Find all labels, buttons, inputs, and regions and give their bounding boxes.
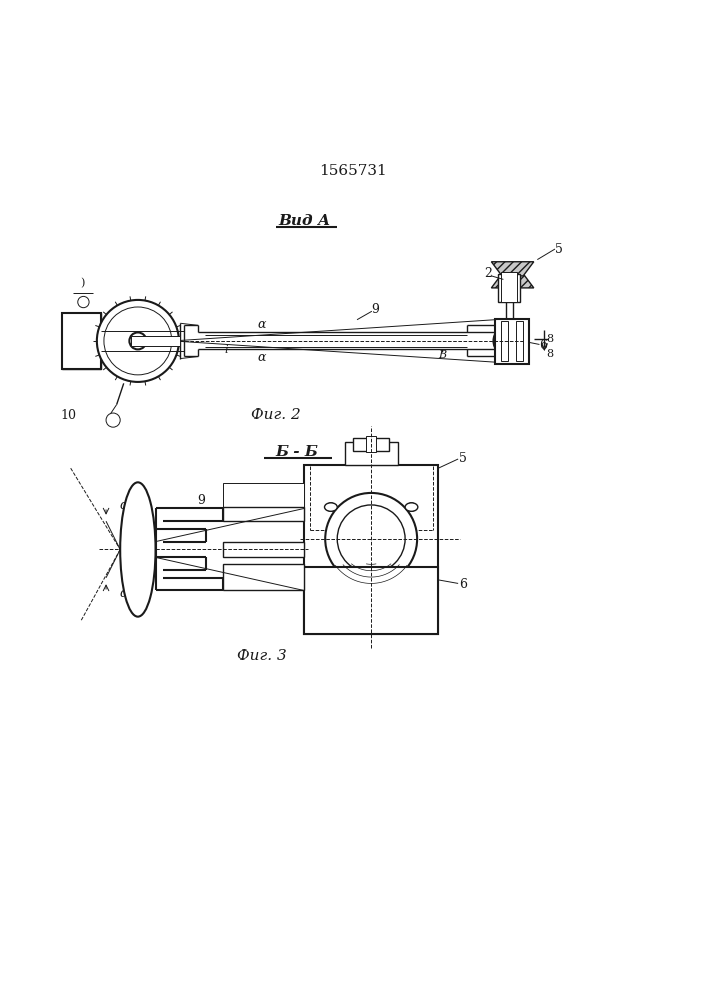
Bar — [223, 507, 304, 521]
Circle shape — [106, 413, 120, 427]
Circle shape — [104, 307, 172, 375]
Circle shape — [97, 300, 179, 382]
Text: 8: 8 — [547, 349, 554, 359]
Text: Б - Б: Б - Б — [276, 445, 318, 459]
Text: α: α — [257, 318, 266, 331]
Ellipse shape — [325, 503, 337, 511]
Bar — [223, 564, 304, 590]
Ellipse shape — [120, 482, 156, 617]
Text: α: α — [119, 499, 128, 512]
Bar — [495, 319, 529, 364]
Text: 6: 6 — [539, 339, 547, 352]
Bar — [501, 321, 508, 361]
Text: Фиг. 3: Фиг. 3 — [237, 649, 286, 663]
Text: 8: 8 — [547, 334, 554, 344]
Text: 10: 10 — [61, 409, 76, 422]
Text: 1565731: 1565731 — [320, 164, 387, 178]
Ellipse shape — [405, 503, 418, 511]
Bar — [354, 438, 390, 451]
Bar — [304, 465, 438, 634]
Text: 5: 5 — [459, 452, 467, 465]
Circle shape — [325, 493, 417, 585]
Circle shape — [78, 296, 89, 308]
Circle shape — [502, 334, 516, 348]
Text: Фиг. 2: Фиг. 2 — [251, 408, 300, 422]
Text: α: α — [257, 351, 266, 364]
Bar — [498, 274, 520, 302]
Bar — [501, 272, 517, 302]
Polygon shape — [491, 262, 534, 276]
Circle shape — [407, 503, 416, 511]
Text: i: i — [225, 345, 228, 355]
Text: α: α — [119, 587, 128, 600]
Text: 5: 5 — [554, 243, 563, 256]
Bar — [304, 567, 438, 634]
Bar — [223, 542, 304, 557]
Bar — [131, 336, 180, 346]
Text: Вид А: Вид А — [278, 214, 330, 228]
Bar — [516, 321, 523, 361]
Text: 9: 9 — [370, 303, 379, 316]
Circle shape — [327, 503, 335, 511]
Bar — [223, 483, 304, 521]
Circle shape — [493, 325, 525, 356]
Polygon shape — [491, 274, 534, 288]
Bar — [304, 567, 438, 634]
Bar — [62, 313, 101, 369]
Text: 6: 6 — [459, 578, 467, 591]
Text: B: B — [438, 350, 446, 360]
Bar — [62, 313, 101, 369]
Text: ): ) — [81, 278, 85, 288]
Bar — [345, 442, 397, 465]
Circle shape — [129, 332, 146, 349]
Circle shape — [337, 505, 405, 573]
Text: 2: 2 — [484, 267, 492, 280]
Text: 9: 9 — [197, 493, 206, 506]
Bar — [366, 436, 377, 452]
